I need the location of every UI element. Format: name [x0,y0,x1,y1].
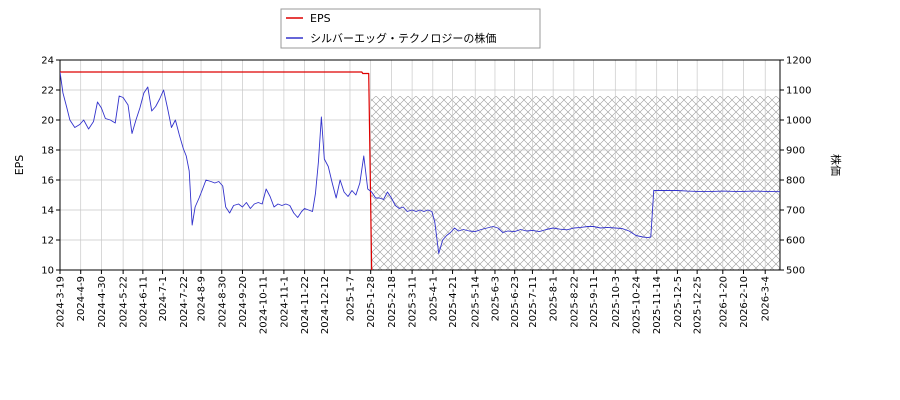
x-tick-label: 2025-4-1 [428,276,439,321]
x-tick-label: 2024-8-9 [197,276,208,321]
y-right-tick-label: 700 [786,206,805,217]
x-tick-label: 2025-6-3 [490,276,501,321]
x-tick-label: 2025-3-11 [408,276,419,328]
forecast-region [370,96,780,270]
y-right-tick-label: 1100 [786,86,811,97]
forecast-hatch [370,96,780,270]
x-tick-label: 2025-9-11 [589,276,600,328]
x-tick-label: 2025-6-23 [510,276,521,328]
x-tick-label: 2025-10-3 [611,276,622,328]
plot-frame [59,59,781,271]
x-tick-label: 2024-3-19 [56,276,67,328]
x-tick-label: 2024-11-1 [279,276,290,328]
eps-series-line [60,71,373,270]
y-right-tick-label: 600 [786,236,805,247]
x-tick-label: 2025-1-7 [345,276,356,321]
y-axis-right-title: 株価 [829,154,843,176]
x-tick-label: 2024-9-20 [238,276,249,328]
y-left-tick-label: 24 [41,56,54,67]
y-right-tick-label: 500 [786,266,805,277]
x-tick-label: 2024-4-9 [76,276,87,321]
x-tick-label: 2024-7-1 [158,276,169,321]
x-tick-label: 2025-12-5 [673,276,684,328]
y-right-tick-label: 1000 [786,116,811,127]
y-axis-left-ticks: 10 12 14 16 18 20 22 24 [41,56,60,277]
grid [59,59,780,271]
y-left-tick-label: 22 [41,86,54,97]
x-tick-label: 2026-3-4 [761,276,772,321]
legend: EPS シルバーエッグ・テクノロジーの株価 [280,8,541,49]
x-tick-label: 2025-11-14 [652,276,663,334]
y-right-tick-label: 800 [786,176,805,187]
x-tick-label: 2024-10-11 [259,276,270,334]
x-tick-label: 2024-12-12 [320,276,331,334]
x-tick-label: 2026-1-20 [718,276,729,328]
y-right-tick-label: 900 [786,146,805,157]
x-tick-label: 2024-5-22 [119,276,130,328]
series-layer [60,71,780,270]
legend-box [280,8,541,49]
y-left-tick-label: 20 [41,116,54,127]
x-tick-label: 2025-2-18 [387,276,398,328]
y-left-tick-label: 16 [41,176,54,187]
y-axis-left-title: EPS [13,155,26,176]
y-left-tick-label: 12 [41,236,54,247]
x-tick-label: 2024-8-30 [217,276,228,328]
x-tick-label: 2024-6-11 [138,276,149,328]
y-left-tick-label: 10 [41,266,54,277]
y-left-tick-label: 14 [41,206,54,217]
x-tick-label: 2024-11-22 [300,276,311,334]
x-tick-label: 2025-5-14 [471,276,482,328]
price-series-line [60,71,780,254]
x-tick-label: 2025-8-22 [569,276,580,328]
legend-price-label: シルバーエッグ・テクノロジーの株価 [310,31,496,45]
legend-eps-label: EPS [310,12,331,25]
y-left-tick-label: 18 [41,146,54,157]
y-axis-right-ticks: 500 600 700 800 900 1000 1100 1200 [780,56,811,277]
x-tick-label: 2025-7-11 [528,276,539,328]
x-tick-label: 2025-1-28 [366,276,377,328]
x-tick-label: 2025-10-24 [632,276,643,334]
x-tick-label: 2026-2-10 [739,276,750,328]
y-right-tick-label: 1200 [786,56,811,67]
x-tick-label: 2024-7-22 [179,276,190,328]
x-tick-label: 2025-12-25 [693,276,704,334]
x-axis-ticks: 2024-3-19 2024-4-9 2024-4-30 2024-5-22 2024-… [56,270,772,334]
x-tick-label: 2024-4-30 [97,276,108,328]
x-tick-label: 2025-8-1 [549,276,560,321]
x-tick-label: 2025-4-21 [448,276,459,328]
